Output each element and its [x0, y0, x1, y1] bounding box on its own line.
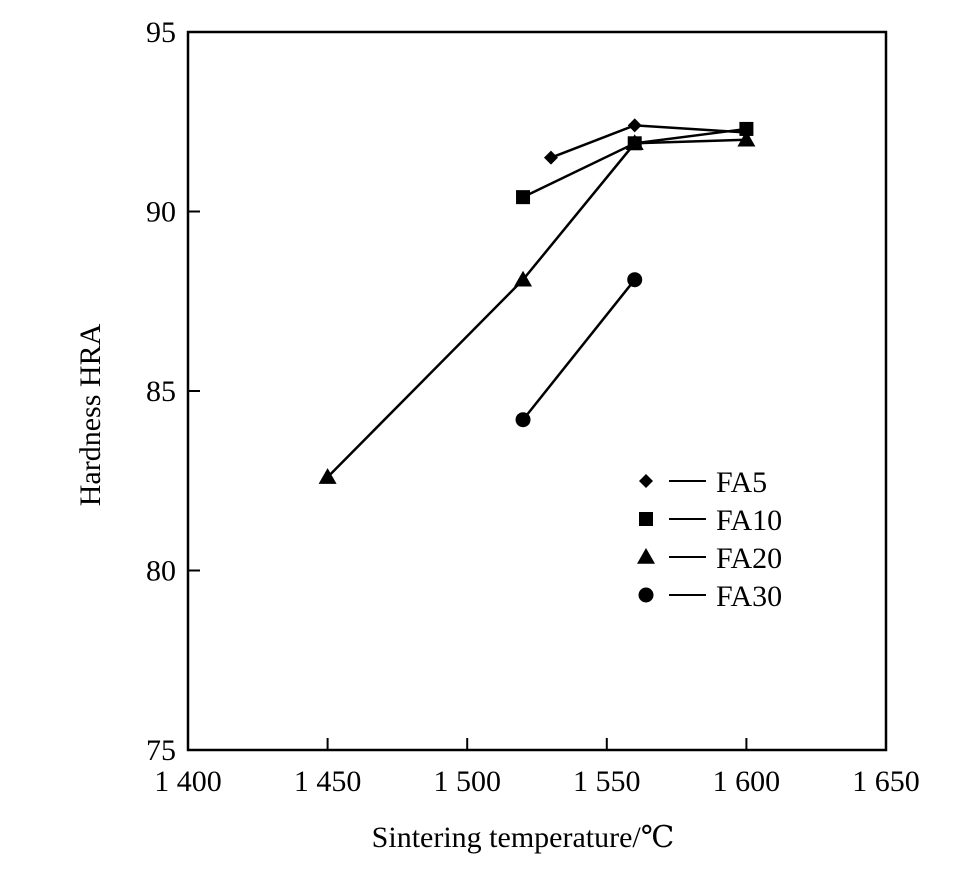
x-tick-label: 1 550 [573, 765, 641, 798]
legend: FA5 FA10 FA20 FA30 [637, 466, 782, 613]
series-fa10-point [739, 121, 754, 136]
legend-marker-fa10 [639, 512, 653, 526]
series-fa30-point [515, 412, 531, 428]
x-tick-label: 1 450 [294, 765, 362, 798]
legend-item-fa30: FA30 [638, 580, 782, 613]
y-axis: 75 80 85 90 95 [146, 16, 200, 767]
legend-label-fa20: FA20 [716, 542, 782, 575]
series-fa20-point [514, 270, 533, 287]
legend-item-fa10: FA10 [639, 504, 782, 537]
series-fa20-point [318, 468, 337, 484]
x-axis: 1 400 1 450 1 500 1 550 1 600 1 650 [154, 738, 920, 798]
series-fa20-line [326, 138, 747, 479]
x-tick-label: 1 600 [713, 765, 781, 798]
series-fa30-line [522, 278, 636, 421]
series-fa20-point [625, 134, 644, 151]
legend-marker-fa30 [638, 587, 654, 603]
legend-label-fa10: FA10 [716, 504, 782, 537]
x-tick-label: 1 650 [852, 765, 920, 798]
series-fa5 [543, 118, 754, 165]
x-tick-label: 1 500 [433, 765, 501, 798]
legend-label-fa30: FA30 [716, 580, 782, 613]
series-fa30-point [627, 272, 643, 288]
legend-label-fa5: FA5 [716, 466, 767, 499]
y-tick-label: 75 [146, 734, 176, 767]
legend-marker-fa20 [637, 548, 655, 564]
y-tick-label: 85 [146, 375, 176, 408]
legend-marker-fa5 [639, 474, 653, 488]
series-fa20-point [737, 130, 756, 147]
legend-item-fa20: FA20 [637, 542, 782, 575]
series-fa30 [515, 272, 643, 428]
series-fa20 [318, 130, 756, 484]
series-layer [318, 118, 756, 484]
x-axis-title: Sintering temperature/℃ [372, 821, 675, 854]
y-tick-label: 90 [146, 196, 176, 229]
x-tick-label: 1 400 [154, 765, 222, 798]
series-fa5-point [627, 118, 642, 133]
y-tick-label: 95 [146, 16, 176, 49]
legend-item-fa5: FA5 [639, 466, 767, 499]
series-fa5-point [543, 150, 558, 165]
plot-frame [186, 30, 888, 752]
y-tick-label: 80 [146, 555, 176, 588]
y-axis-title: Hardness HRA [74, 323, 107, 506]
series-fa10-point [516, 190, 531, 205]
